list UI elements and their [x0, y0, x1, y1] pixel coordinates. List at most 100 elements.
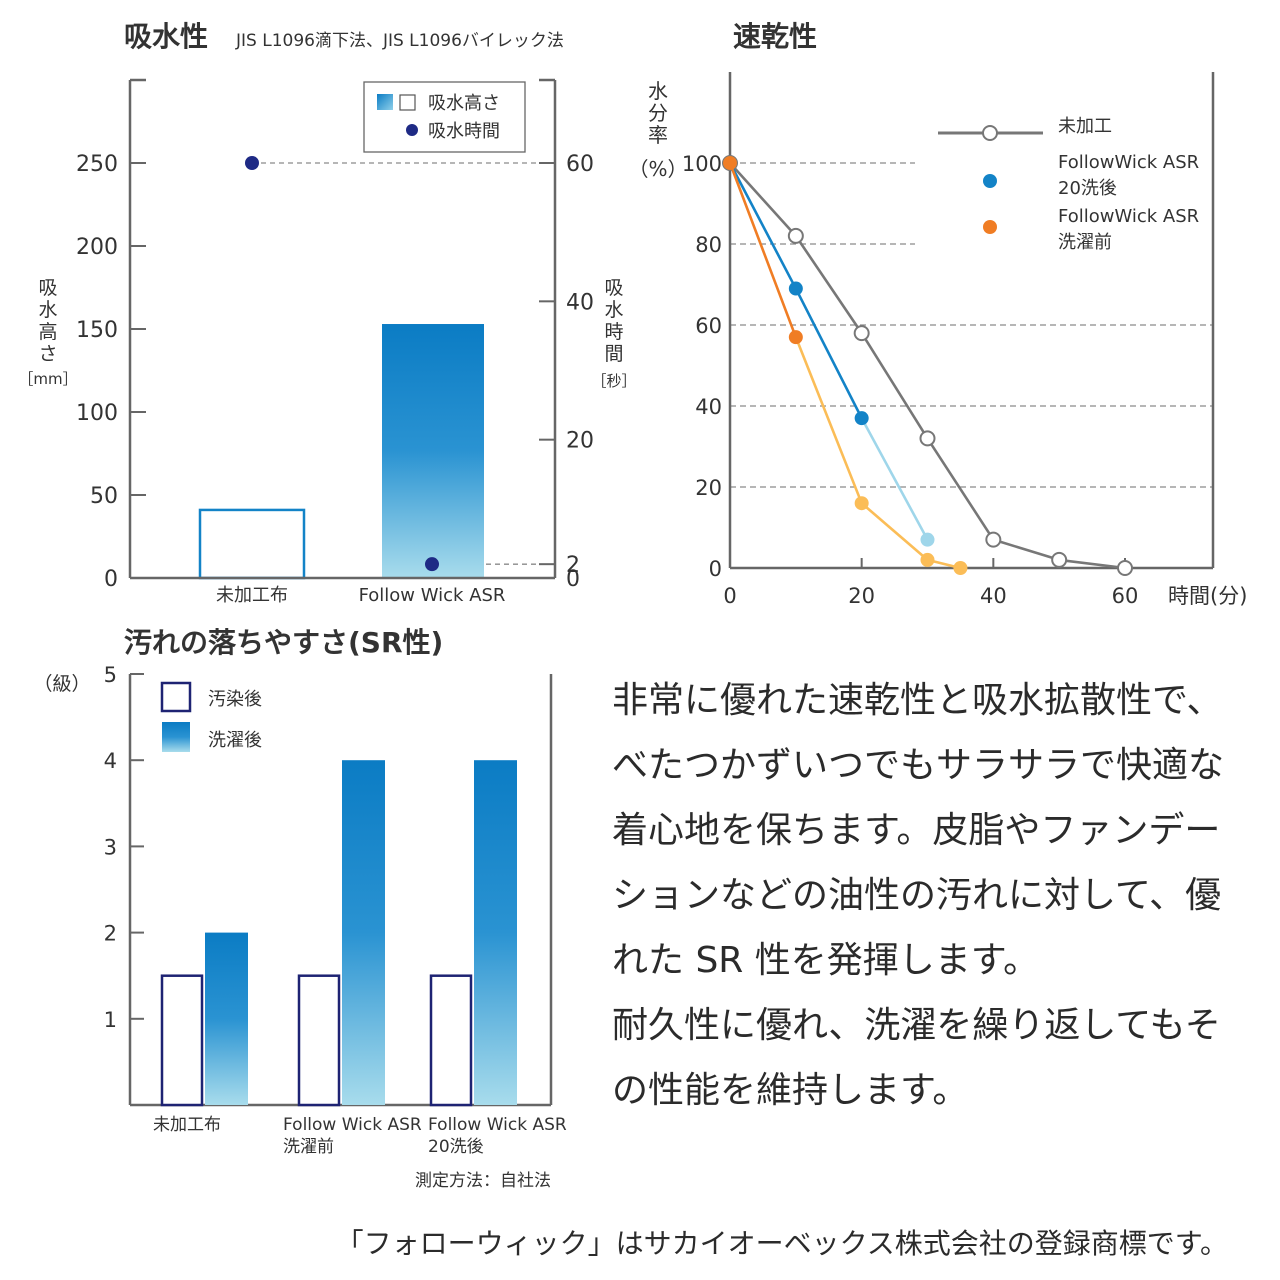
left-tick-label: 150 [76, 318, 118, 343]
bar-soiled [160, 974, 204, 1107]
legend-washed-label: 洗濯後 [208, 730, 262, 751]
data-point [787, 227, 804, 244]
category-label: 未加工布 [216, 585, 288, 606]
legend-box [363, 81, 526, 153]
legend-20wash-label-1: FollowWick ASR [1058, 152, 1199, 173]
quick-dry-gridlines [730, 162, 1213, 488]
ylabel-char: 吸 [38, 277, 57, 299]
y2label-char: 時 [604, 321, 623, 343]
series-segment [794, 287, 863, 420]
series-segment [728, 161, 798, 290]
soil-release-title: 汚れの落ちやすさ(SR性) [124, 626, 443, 659]
quick-dry-series [722, 155, 1133, 576]
category-label: 未加工布 [153, 1115, 221, 1135]
bar-soiled [429, 974, 473, 1107]
y-tick-label: 20 [695, 476, 722, 500]
series-segment [728, 161, 798, 339]
time-dot [425, 557, 439, 572]
quick-dry-legend: 未加工 FollowWick ASR 20洗後 FollowWick ASR 洗… [938, 116, 1199, 253]
bar-washed [474, 760, 517, 1105]
left-tick-label: 0 [104, 567, 118, 592]
description-text: 非常に優れた速乾性と吸水拡散性で、べたつかずいつでもサラサラで快適な着心地を保ち… [612, 668, 1252, 1123]
time-dot [245, 156, 259, 170]
bar-washed [342, 760, 385, 1105]
series-segment [1057, 558, 1127, 570]
series-followwick-prewash [723, 156, 968, 575]
category-label: Follow Wick ASR [428, 1115, 567, 1135]
legend-untreated-label: 未加工 [1058, 116, 1112, 137]
legend-20wash-marker [983, 174, 997, 188]
measurement-note: 測定方法：自社法 [415, 1171, 551, 1191]
absorbency-y2label-unit: ［秒］ [591, 372, 636, 390]
quick-dry-title: 速乾性 [733, 20, 817, 53]
y-tick-label: 60 [695, 314, 722, 338]
data-point [953, 561, 968, 575]
absorbency-legend: 吸水高さ 吸水時間 [363, 81, 526, 153]
y-tick-label: 4 [104, 749, 117, 773]
left-tick-label: 250 [76, 152, 118, 177]
soil-release-ylabel: （級） [33, 673, 90, 695]
x-tick-label: 40 [980, 584, 1007, 608]
ylabel-char: 水 [648, 79, 668, 103]
y-tick-label: 0 [709, 557, 722, 581]
ylabel-char: 率 [648, 123, 668, 147]
category-label: Follow Wick ASR [359, 585, 506, 606]
series-segment [926, 437, 995, 541]
legend-prewash-label-1: FollowWick ASR [1058, 206, 1199, 227]
series-segment [794, 234, 863, 335]
description-paragraph-2: 耐久性に優れ、洗濯を繰り返してもその性能を維持します。 [612, 1005, 1221, 1111]
legend-time-label: 吸水時間 [428, 121, 500, 142]
soil-release-chart: 汚れの落ちやすさ(SR性) （級） 1 2 3 4 5 未加工布 Follow Wick … [33, 626, 566, 1191]
quick-dry-axes: 0 20 40 60 80 100 0 20 40 60 [682, 72, 1215, 608]
series-segment [860, 331, 929, 440]
absorbency-chart: 吸水性 JIS L1096滴下法、JIS L1096バイレック法 0 50 100 1… [18, 20, 636, 606]
left-tick-label: 200 [76, 235, 118, 260]
ylabel-char: 分 [648, 101, 668, 125]
y2label-char: 間 [604, 343, 623, 365]
ylabel-char: 高 [38, 321, 57, 343]
left-tick-label: 100 [76, 401, 118, 426]
absorbency-bars [198, 324, 484, 580]
x-tick-label: 20 [848, 584, 875, 608]
quick-dry-ylabel: 水分率 [648, 79, 668, 147]
legend-soiled-label: 汚染後 [208, 689, 262, 710]
absorbency-ylabel-unit: ［mm］ [18, 370, 77, 388]
right-tick-label: 20 [566, 429, 594, 454]
data-point [920, 552, 935, 567]
legend-washed-swatch [162, 722, 190, 752]
quick-dry-chart: 速乾性 0 20 40 60 80 100 0 20 40 60 水分率 （%） 時間(分) 未加… [628, 20, 1247, 608]
right-tick-label: 60 [566, 152, 594, 177]
series-segment [728, 161, 798, 238]
data-point [1051, 551, 1068, 568]
data-point [854, 496, 869, 511]
bar-soiled [297, 974, 341, 1107]
y-tick-label: 40 [695, 395, 722, 419]
data-point [920, 532, 935, 547]
y-tick-label: 1 [104, 1008, 117, 1032]
data-point [1117, 560, 1133, 576]
data-point [919, 430, 936, 447]
right-tick-label: 2 [566, 553, 580, 578]
data-point [788, 330, 803, 345]
series-segment [992, 538, 1061, 562]
right-tick-label: 40 [566, 290, 594, 315]
absorbency-title: 吸水性 [124, 20, 208, 53]
y-tick-label: 100 [682, 152, 722, 176]
legend-prewash-label-2: 洗濯前 [1058, 232, 1112, 253]
data-point [854, 411, 869, 426]
category-label: 洗濯前 [283, 1137, 334, 1157]
absorbency-time-dots [245, 156, 439, 572]
y2label-char: 水 [604, 299, 623, 321]
data-point [985, 531, 1002, 548]
legend-gradient-swatch [377, 94, 393, 110]
absorbency-y2label: 吸水時間 [604, 277, 623, 365]
trademark-notice: 「フォローウィック」はサカイオーベックス株式会社の登録商標です。 [335, 1227, 1228, 1260]
data-point [853, 325, 870, 342]
data-point [723, 156, 737, 170]
y-tick-label: 2 [104, 922, 117, 946]
bar-untreated-height [198, 508, 306, 580]
y-tick-label: 3 [104, 835, 117, 859]
quick-dry-ylabel-unit: （%） [628, 157, 687, 181]
